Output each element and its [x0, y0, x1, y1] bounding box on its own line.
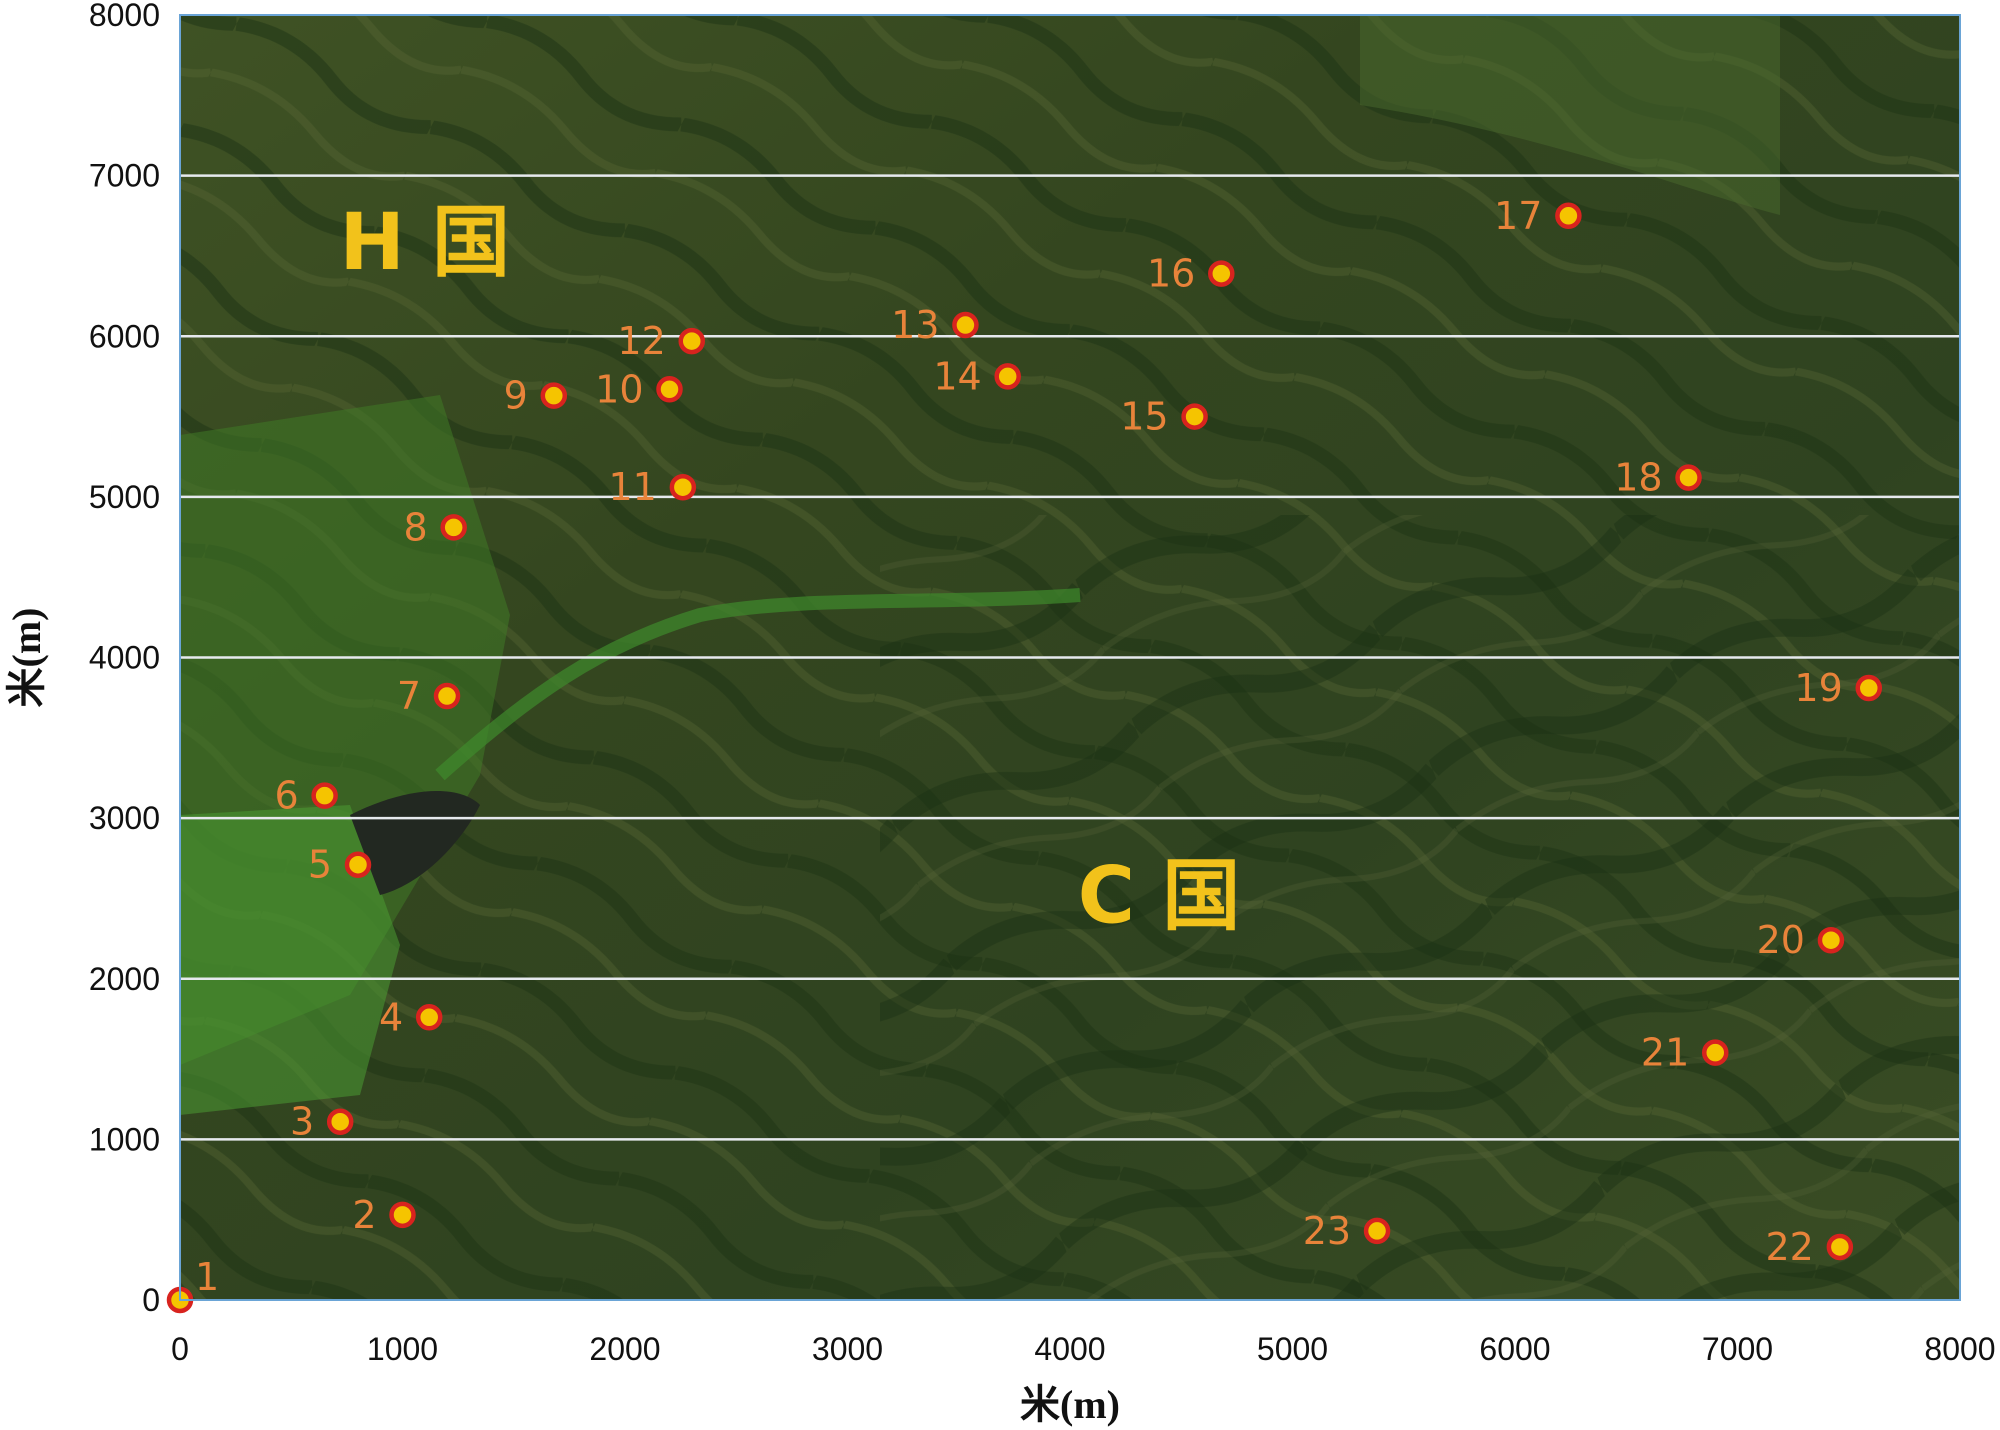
y-tick-label: 0 — [142, 1282, 160, 1318]
sample-point — [540, 382, 568, 409]
x-axis-title: 米(m) — [1020, 1382, 1120, 1427]
sample-point — [344, 851, 372, 878]
sample-point — [1675, 464, 1702, 491]
sample-point-label: 23 — [1303, 1209, 1351, 1253]
y-tick-label: 6000 — [89, 318, 160, 354]
sample-point-label: 20 — [1757, 918, 1805, 962]
sample-point-label: 17 — [1494, 194, 1542, 238]
y-tick-label: 4000 — [89, 640, 160, 676]
grid-lines — [180, 174, 1960, 1141]
sample-point-label: 11 — [608, 465, 656, 509]
x-tick-label: 0 — [171, 1331, 189, 1367]
sample-point — [1363, 1217, 1391, 1245]
sample-point — [994, 363, 1021, 390]
x-tick-label: 6000 — [1479, 1331, 1550, 1367]
river-valley — [435, 588, 1081, 781]
x-tick-label: 3000 — [812, 1331, 883, 1367]
sample-point-label: 19 — [1794, 666, 1842, 710]
sample-point-label: 21 — [1641, 1031, 1689, 1075]
x-tick-label: 7000 — [1702, 1331, 1773, 1367]
sample-point-label: 18 — [1614, 456, 1662, 500]
sample-point-label: 12 — [617, 319, 665, 363]
sample-point — [415, 1004, 443, 1031]
x-tick-label: 1000 — [367, 1331, 438, 1367]
sample-point — [1855, 674, 1883, 702]
y-tick-label: 3000 — [89, 800, 160, 836]
sample-point-label: 15 — [1120, 395, 1168, 439]
sample-point-label: 4 — [379, 995, 403, 1039]
y-tick-label: 8000 — [89, 0, 160, 33]
terrain-ridges-se — [880, 515, 1960, 1300]
sample-point-label: 6 — [274, 774, 298, 818]
sample-point-label: 10 — [595, 367, 643, 411]
farmland — [180, 805, 400, 1115]
sample-point — [1702, 1039, 1729, 1066]
sample-point-label: 8 — [403, 505, 427, 549]
sample-point — [669, 473, 697, 501]
x-tick-label: 5000 — [1257, 1331, 1328, 1367]
sample-point-label: 9 — [504, 374, 528, 418]
y-tick-label: 1000 — [89, 1121, 160, 1157]
y-axis-title: 米(m) — [4, 608, 49, 708]
sample-point-label: 1 — [195, 1255, 219, 1299]
y-tick-label: 2000 — [89, 961, 160, 997]
sample-point — [433, 682, 461, 710]
sample-point-label: 14 — [933, 354, 981, 398]
x-tick-label: 4000 — [1034, 1331, 1105, 1367]
sample-point-label: 5 — [308, 843, 332, 887]
sample-point — [1208, 260, 1235, 287]
sample-point — [311, 782, 338, 809]
plot-frame — [179, 14, 1961, 1301]
sample-point-label: 2 — [352, 1193, 376, 1237]
axes: 0 1000 2000 3000 4000 5000 6000 7000 8000 0 1000 20… — [4, 0, 1996, 1427]
sample-point-label: 7 — [397, 674, 421, 718]
sample-point-label: 3 — [290, 1100, 314, 1144]
sample-point — [678, 327, 705, 355]
sample-point — [952, 311, 979, 339]
region-labels: H 国 C 国 — [340, 198, 1241, 942]
x-tick-label: 8000 — [1924, 1331, 1995, 1367]
y-tick-label: 5000 — [89, 479, 160, 515]
sample-point — [656, 376, 683, 403]
sample-point-label: 22 — [1765, 1225, 1813, 1269]
region-label: C 国 — [1078, 852, 1240, 942]
sample-point — [1181, 403, 1208, 430]
plateau-ne — [1360, 15, 1780, 215]
y-tick-label: 7000 — [89, 158, 160, 194]
sample-point-label: 13 — [891, 303, 939, 347]
sample-point — [440, 514, 467, 541]
sample-point — [1826, 1233, 1854, 1261]
sample-point-label: 16 — [1147, 252, 1195, 296]
sample-point — [326, 1108, 354, 1135]
sample-point — [389, 1201, 416, 1229]
sample-point — [1555, 202, 1582, 230]
sample-point — [1817, 926, 1845, 954]
x-tick-label: 2000 — [589, 1331, 660, 1367]
region-label: H 国 — [340, 198, 510, 288]
